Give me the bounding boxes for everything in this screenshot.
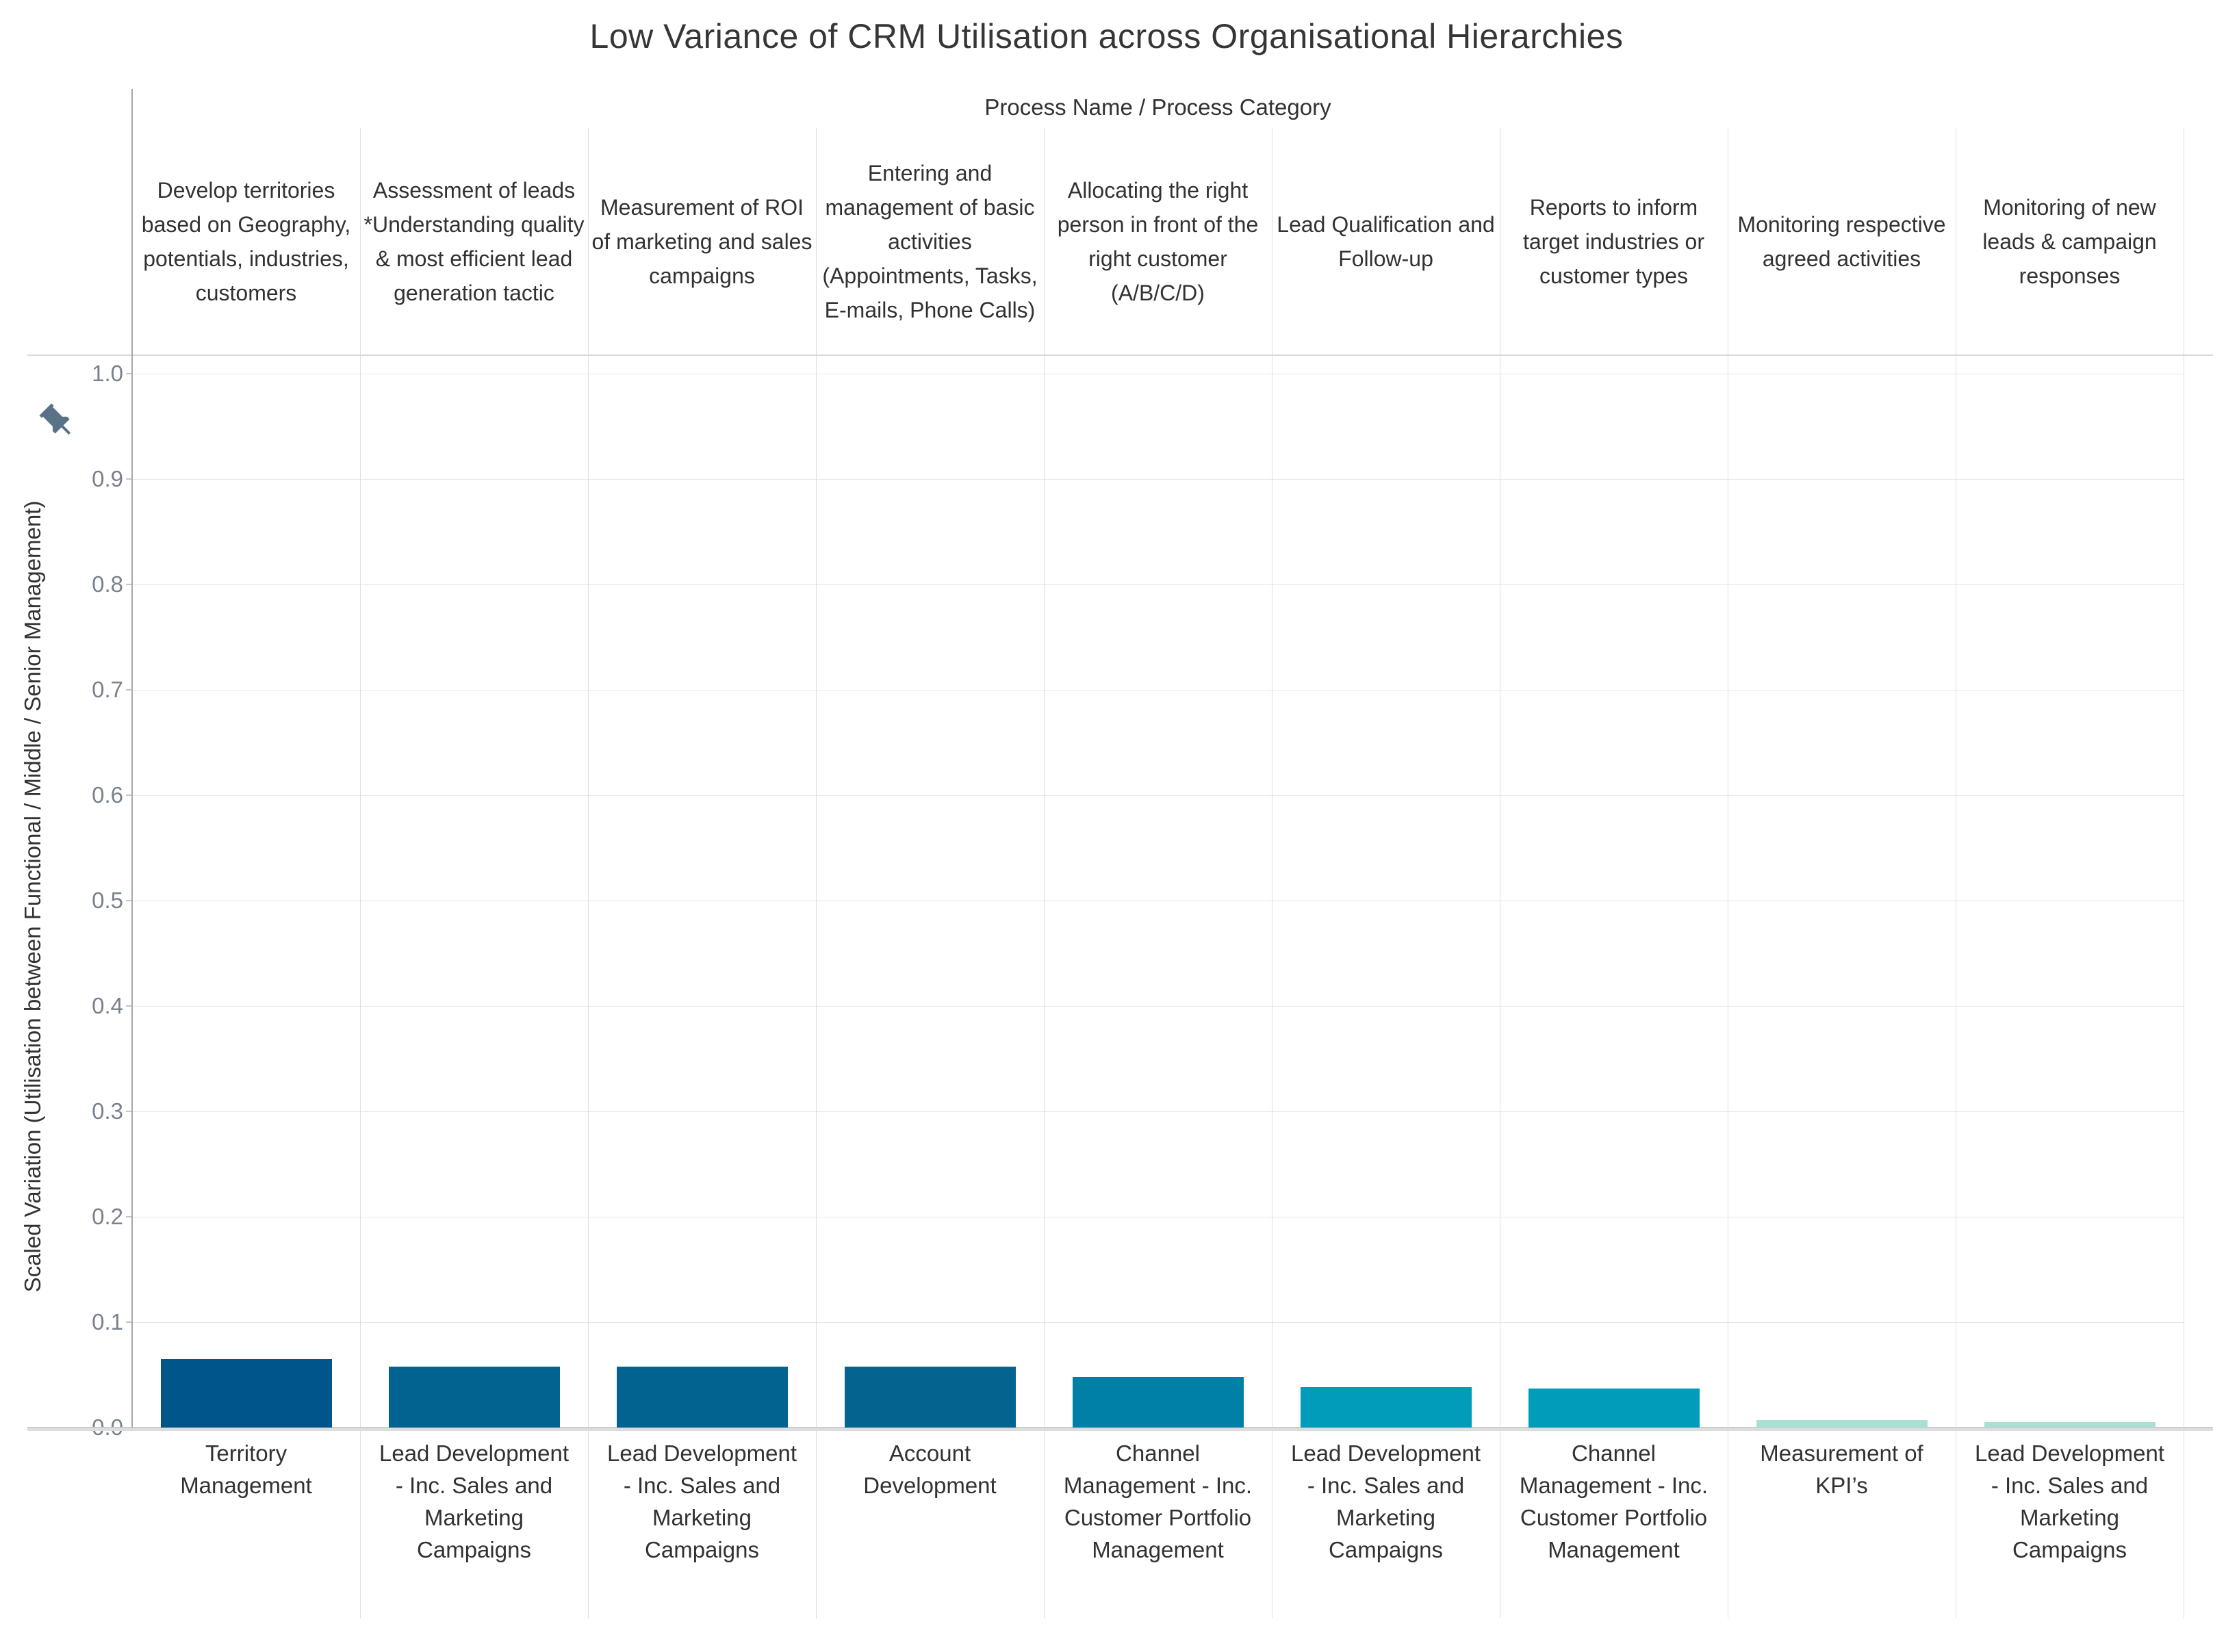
- y-tick-label: 0.1: [92, 1309, 123, 1334]
- y-tick-label: 1.0: [92, 361, 123, 386]
- bar[interactable]: [1756, 1420, 1928, 1428]
- bar[interactable]: [1528, 1389, 1700, 1428]
- gridline: [132, 479, 2184, 480]
- y-axis-tick: [126, 584, 132, 585]
- category-label: Territory Management: [180, 1441, 312, 1498]
- y-axis-line: [131, 89, 133, 1428]
- chart-title: Low Variance of CRM Utilisation across O…: [589, 17, 1624, 55]
- bar[interactable]: [1072, 1377, 1244, 1428]
- column-separator: [588, 128, 589, 1618]
- category-label: Lead Development - Inc. Sales and Market…: [606, 1441, 797, 1562]
- header-divider: [27, 354, 2213, 356]
- column-separator: [1044, 128, 1045, 1618]
- bar[interactable]: [160, 1359, 332, 1428]
- bar[interactable]: [1984, 1422, 2156, 1428]
- bar[interactable]: [388, 1367, 560, 1428]
- y-axis-title: Scaled Variation (Utilisation between Fu…: [20, 500, 45, 1293]
- gridline: [132, 690, 2184, 691]
- category-label: Measurement of KPI’s: [1760, 1441, 1923, 1498]
- y-tick-label: 0.8: [92, 571, 123, 597]
- y-tick-label: 0.5: [92, 888, 123, 913]
- y-axis-tick: [126, 689, 132, 691]
- category-label: Lead Development - Inc. Sales and Market…: [1290, 1441, 1481, 1562]
- column-header: Monitoring of new leads & campaign respo…: [1982, 194, 2157, 288]
- column-header: Assessment of leads *Understanding quali…: [363, 177, 585, 305]
- column-header: Lead Qualification and Follow-up: [1277, 211, 1495, 271]
- bar[interactable]: [1300, 1387, 1472, 1428]
- y-tick-label: 0.6: [92, 782, 123, 808]
- column-header: Measurement of ROI of marketing and sale…: [591, 194, 813, 288]
- category-label: Channel Management - Inc. Customer Portf…: [1063, 1441, 1253, 1562]
- y-tick-label: 0.4: [92, 993, 123, 1018]
- y-tick-label: 0.9: [92, 466, 123, 491]
- column-header: Entering and management of basic activit…: [822, 160, 1038, 322]
- y-axis-tick: [126, 1005, 132, 1007]
- column-header: Develop territories based on Geography, …: [141, 177, 351, 305]
- gridline: [132, 1006, 2184, 1007]
- column-axis-title: Process Name / Process Category: [984, 94, 1331, 120]
- y-axis-tick: [126, 1216, 132, 1217]
- x-axis-line: [27, 1427, 2213, 1428]
- category-label: Lead Development - Inc. Sales and Market…: [379, 1441, 570, 1562]
- x-axis-band: [27, 1428, 2213, 1431]
- gridline: [132, 584, 2184, 585]
- gridline: [132, 1111, 2184, 1112]
- y-axis-tick: [126, 1111, 132, 1112]
- category-label: Lead Development - Inc. Sales and Market…: [1974, 1441, 2165, 1562]
- gridline: [132, 795, 2184, 796]
- pushpin-icon[interactable]: [37, 401, 78, 442]
- column-separator: [360, 128, 361, 1618]
- y-axis-tick: [126, 1321, 132, 1323]
- y-tick-label: 0.3: [92, 1098, 123, 1124]
- bar[interactable]: [616, 1367, 788, 1428]
- column-header: Allocating the right person in front of …: [1057, 177, 1259, 305]
- y-axis-tick: [126, 900, 132, 901]
- category-label: Channel Management - Inc. Customer Portf…: [1519, 1441, 1709, 1562]
- gridline: [132, 1322, 2184, 1323]
- category-label: Account Development: [863, 1441, 997, 1498]
- y-tick-label: 0.2: [92, 1204, 123, 1229]
- column-separator: [816, 128, 817, 1618]
- column-header: Reports to inform target industries or c…: [1522, 194, 1704, 288]
- y-axis-tick: [126, 795, 132, 796]
- y-axis-tick: [126, 373, 132, 374]
- column-header: Monitoring respective agreed activities: [1737, 211, 1946, 271]
- bar[interactable]: [844, 1367, 1016, 1428]
- y-axis-tick: [126, 478, 132, 480]
- y-tick-label: 0.7: [92, 677, 123, 702]
